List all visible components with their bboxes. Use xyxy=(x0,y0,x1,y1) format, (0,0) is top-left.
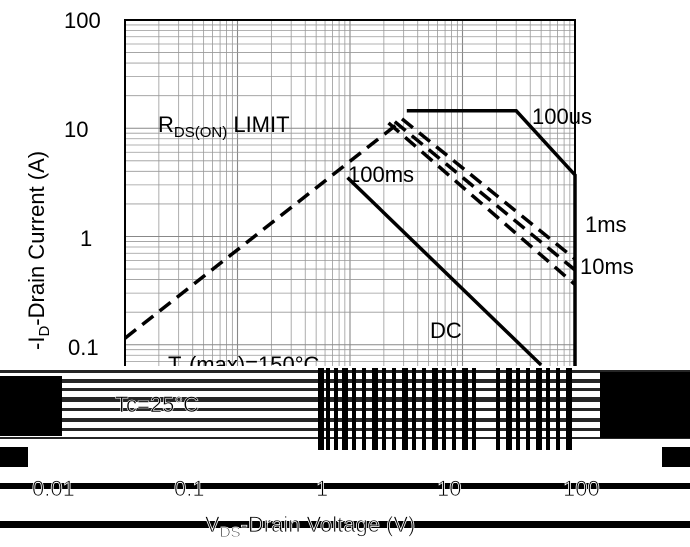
artifact-bar xyxy=(526,368,530,450)
artifact-bar xyxy=(402,368,408,450)
artifact-bar xyxy=(382,368,386,450)
artifact-bar xyxy=(352,368,356,450)
artifact-bars xyxy=(318,368,572,450)
artifact-bar xyxy=(372,368,378,450)
rds-on-limit-label: RDS(ON) LIMIT xyxy=(158,112,290,141)
y-tick-label: 100 xyxy=(64,8,101,33)
artifact-bar xyxy=(326,368,330,450)
artifact-bar xyxy=(452,368,456,450)
x-axis-title-band: VDS-Drain Voltage (V) xyxy=(0,512,690,541)
x-tick-label: 0.1 xyxy=(174,476,205,501)
artifact-bar xyxy=(566,368,572,450)
artifact-bar xyxy=(362,368,366,450)
rendering-artifact-band: Tc=25°C xyxy=(0,366,690,547)
y-tick-label: 0.1 xyxy=(68,335,99,360)
artifact-bar xyxy=(318,368,324,450)
x-tick-label: 10 xyxy=(437,476,461,501)
x-tick-label: 1 xyxy=(316,476,328,501)
y-axis-title: -ID-Drain Current (A) xyxy=(24,151,53,350)
artifact-bar xyxy=(516,368,520,450)
series-label-10ms: 10ms xyxy=(580,254,634,279)
series-line-100ms xyxy=(387,121,577,286)
artifact-bar xyxy=(412,368,416,450)
series-line-rds-on-limit xyxy=(123,120,402,340)
x-tick-label: 100 xyxy=(563,476,600,501)
artifact-bar xyxy=(546,368,550,450)
series-line-dc xyxy=(346,176,543,367)
series-line-1ms xyxy=(400,117,577,261)
artifact-bar xyxy=(472,368,476,450)
y-tick-label: 10 xyxy=(64,117,88,142)
case-temperature-label: Tc=25°C xyxy=(115,392,199,417)
artifact-bar xyxy=(422,368,426,450)
artifact-bar xyxy=(496,368,500,450)
series-label-dc: DC xyxy=(430,318,462,343)
artifact-bar xyxy=(342,368,348,450)
artifact-bar xyxy=(536,368,542,450)
x-tick-label: 0.01 xyxy=(32,476,75,501)
series-label-100us: 100us xyxy=(532,104,592,129)
series-line-10ms xyxy=(393,120,577,272)
artifact-bar xyxy=(334,368,338,450)
artifact-bar xyxy=(506,368,512,450)
artifact-bar xyxy=(432,368,438,450)
artifact-bar xyxy=(442,368,446,450)
x-axis-title: VDS-Drain Voltage (V) xyxy=(205,512,415,541)
artifact-bar xyxy=(556,368,560,450)
series-label-1ms: 1ms xyxy=(585,212,627,237)
artifact-bar xyxy=(462,368,468,450)
y-tick-label: 1 xyxy=(80,226,92,251)
artifact-bar xyxy=(392,368,396,450)
x-tick-band: 0.01 0.1 1 10 100 xyxy=(0,476,690,501)
series-label-100ms: 100ms xyxy=(348,162,414,187)
